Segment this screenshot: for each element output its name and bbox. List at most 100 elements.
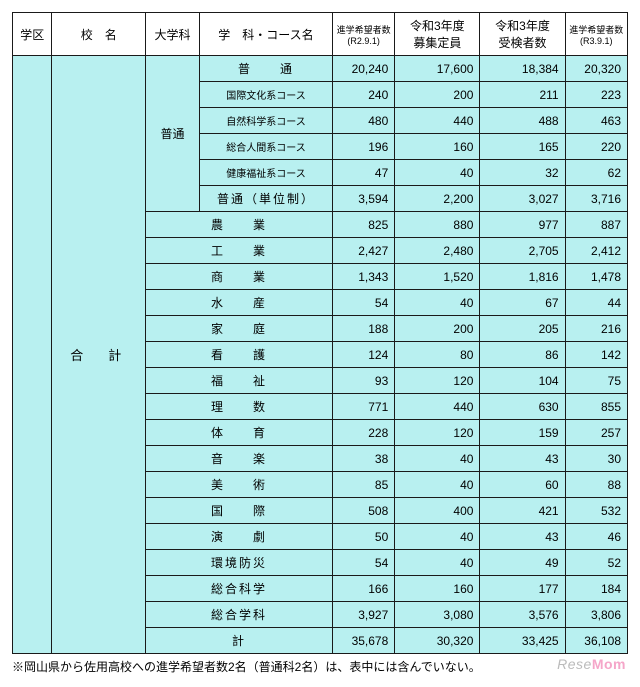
cell-course: 美 術 — [145, 472, 332, 498]
cell-course: 工 業 — [145, 238, 332, 264]
cell-value: 440 — [395, 108, 480, 134]
cell-course: 総合科学 — [145, 576, 332, 602]
cell-value: 3,927 — [332, 602, 394, 628]
cell-value: 508 — [332, 498, 394, 524]
cell-value: 2,480 — [395, 238, 480, 264]
cell-value: 488 — [480, 108, 565, 134]
cell-value: 440 — [395, 394, 480, 420]
cell-value: 1,816 — [480, 264, 565, 290]
cell-value: 771 — [332, 394, 394, 420]
hdr-r3: 進学希望者数(R3.9.1) — [565, 13, 627, 56]
cell-course: 総合学科 — [145, 602, 332, 628]
cell-value: 2,200 — [395, 186, 480, 212]
cell-value: 3,594 — [332, 186, 394, 212]
cell-value: 40 — [395, 290, 480, 316]
cell-value: 3,027 — [480, 186, 565, 212]
cell-value: 17,600 — [395, 56, 480, 82]
cell-value: 33,425 — [480, 628, 565, 654]
cell-value: 20,240 — [332, 56, 394, 82]
cell-value: 1,520 — [395, 264, 480, 290]
cell-value: 40 — [395, 160, 480, 186]
cell-value: 35,678 — [332, 628, 394, 654]
cell-value: 62 — [565, 160, 627, 186]
cell-value: 54 — [332, 290, 394, 316]
cell-value: 3,576 — [480, 602, 565, 628]
cell-value: 421 — [480, 498, 565, 524]
hdr-boshu: 令和3年度募集定員 — [395, 13, 480, 56]
cell-value: 177 — [480, 576, 565, 602]
cell-value: 67 — [480, 290, 565, 316]
cell-value: 165 — [480, 134, 565, 160]
cell-course: 音 楽 — [145, 446, 332, 472]
summary-table: 学区 校 名 大学科 学 科・コース名 進学希望者数(R2.9.1) 令和3年度… — [12, 12, 628, 654]
hdr-r2: 進学希望者数(R2.9.1) — [332, 13, 394, 56]
cell-value: 50 — [332, 524, 394, 550]
cell-value: 887 — [565, 212, 627, 238]
cell-value: 36,108 — [565, 628, 627, 654]
hdr-course: 学 科・コース名 — [199, 13, 332, 56]
hdr-gakku: 学区 — [13, 13, 52, 56]
cell-value: 40 — [395, 550, 480, 576]
cell-value: 2,427 — [332, 238, 394, 264]
cell-value: 88 — [565, 472, 627, 498]
cell-value: 3,806 — [565, 602, 627, 628]
cell-course: 普 通 — [199, 56, 332, 82]
cell-value: 104 — [480, 368, 565, 394]
header-row: 学区 校 名 大学科 学 科・コース名 進学希望者数(R2.9.1) 令和3年度… — [13, 13, 628, 56]
cell-value: 86 — [480, 342, 565, 368]
hdr-kou: 校 名 — [52, 13, 145, 56]
cell-course: 健康福祉系コース — [199, 160, 332, 186]
cell-value: 54 — [332, 550, 394, 576]
cell-value: 75 — [565, 368, 627, 394]
cell-value: 200 — [395, 316, 480, 342]
cell-course: 国際文化系コース — [199, 82, 332, 108]
cell-value: 52 — [565, 550, 627, 576]
cell-course: 福 祉 — [145, 368, 332, 394]
cell-value: 196 — [332, 134, 394, 160]
cell-value: 44 — [565, 290, 627, 316]
hdr-juken: 令和3年度受検者数 — [480, 13, 565, 56]
cell-value: 160 — [395, 576, 480, 602]
cell-course: 演 劇 — [145, 524, 332, 550]
cell-value: 532 — [565, 498, 627, 524]
cell-value: 1,343 — [332, 264, 394, 290]
cell-value: 38 — [332, 446, 394, 472]
cell-course: 理 数 — [145, 394, 332, 420]
cell-value: 825 — [332, 212, 394, 238]
cell-daigakka: 普通 — [145, 56, 199, 212]
watermark: ReseMom — [557, 656, 626, 672]
cell-value: 46 — [565, 524, 627, 550]
cell-value: 80 — [395, 342, 480, 368]
cell-value: 120 — [395, 368, 480, 394]
cell-value: 30 — [565, 446, 627, 472]
cell-value: 880 — [395, 212, 480, 238]
cell-value: 184 — [565, 576, 627, 602]
cell-kou: 合 計 — [52, 56, 145, 654]
cell-value: 630 — [480, 394, 565, 420]
cell-value: 166 — [332, 576, 394, 602]
cell-value: 211 — [480, 82, 565, 108]
cell-value: 257 — [565, 420, 627, 446]
cell-value: 18,384 — [480, 56, 565, 82]
cell-value: 3,716 — [565, 186, 627, 212]
cell-course: 国 際 — [145, 498, 332, 524]
cell-value: 93 — [332, 368, 394, 394]
cell-value: 1,478 — [565, 264, 627, 290]
cell-value: 160 — [395, 134, 480, 160]
cell-value: 3,080 — [395, 602, 480, 628]
table-row: 合 計普通普 通20,24017,60018,38420,320 — [13, 56, 628, 82]
hdr-daigakka: 大学科 — [145, 13, 199, 56]
cell-value: 400 — [395, 498, 480, 524]
cell-value: 43 — [480, 446, 565, 472]
cell-value: 159 — [480, 420, 565, 446]
cell-course: 水 産 — [145, 290, 332, 316]
cell-course: 商 業 — [145, 264, 332, 290]
cell-value: 200 — [395, 82, 480, 108]
cell-value: 124 — [332, 342, 394, 368]
cell-value: 205 — [480, 316, 565, 342]
footnote: ※岡山県から佐用高校への進学希望者数2名（普通科2名）は、表中には含んでいない。 — [12, 658, 628, 675]
cell-course: 家 庭 — [145, 316, 332, 342]
cell-value: 20,320 — [565, 56, 627, 82]
cell-value: 60 — [480, 472, 565, 498]
cell-value: 2,705 — [480, 238, 565, 264]
